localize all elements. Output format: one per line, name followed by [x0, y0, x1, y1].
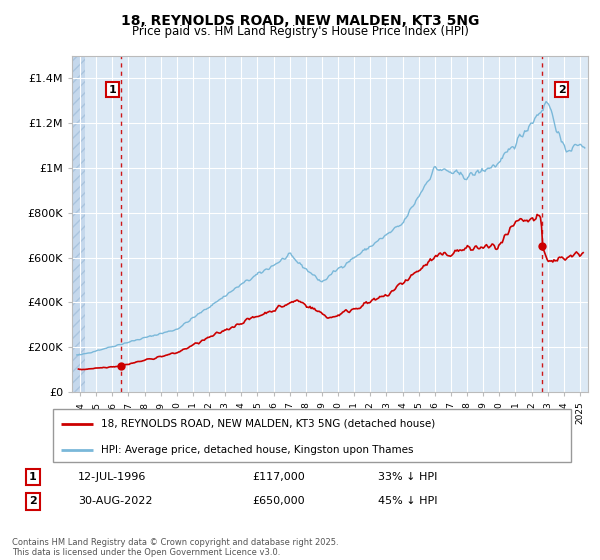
Text: Contains HM Land Registry data © Crown copyright and database right 2025.
This d: Contains HM Land Registry data © Crown c… — [12, 538, 338, 557]
Text: 12-JUL-1996: 12-JUL-1996 — [78, 472, 146, 482]
FancyBboxPatch shape — [53, 409, 571, 462]
Text: Price paid vs. HM Land Registry's House Price Index (HPI): Price paid vs. HM Land Registry's House … — [131, 25, 469, 38]
Text: 45% ↓ HPI: 45% ↓ HPI — [378, 496, 437, 506]
Text: HPI: Average price, detached house, Kingston upon Thames: HPI: Average price, detached house, King… — [101, 445, 413, 455]
Bar — [72, 56, 85, 392]
Text: 2: 2 — [557, 85, 565, 95]
Text: 18, REYNOLDS ROAD, NEW MALDEN, KT3 5NG (detached house): 18, REYNOLDS ROAD, NEW MALDEN, KT3 5NG (… — [101, 419, 435, 429]
Text: 1: 1 — [109, 85, 116, 95]
Text: 30-AUG-2022: 30-AUG-2022 — [78, 496, 152, 506]
Text: 33% ↓ HPI: 33% ↓ HPI — [378, 472, 437, 482]
Text: £117,000: £117,000 — [252, 472, 305, 482]
Text: 1: 1 — [29, 472, 37, 482]
Text: £650,000: £650,000 — [252, 496, 305, 506]
Text: 18, REYNOLDS ROAD, NEW MALDEN, KT3 5NG: 18, REYNOLDS ROAD, NEW MALDEN, KT3 5NG — [121, 14, 479, 28]
Text: 2: 2 — [29, 496, 37, 506]
